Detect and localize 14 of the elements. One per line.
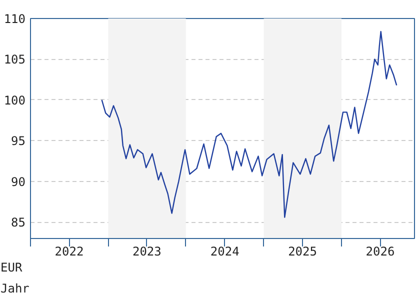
y-tick-label: 105 [4, 52, 26, 67]
x-tick-label: 2026 [366, 244, 395, 258]
y-tick-label: 90 [11, 174, 26, 189]
x-tick-label: 2023 [132, 244, 162, 258]
line-series [101, 30, 398, 218]
y-tick-label: 110 [4, 12, 26, 26]
y-tick-label: 95 [11, 134, 26, 148]
x-tick-label: 2025 [288, 244, 317, 258]
y-tick-label: 100 [4, 93, 26, 108]
x-tick-label: 2022 [54, 244, 84, 258]
x-tick-label: 2024 [210, 244, 240, 258]
y-axis-title: EUR [0, 260, 23, 274]
y-tick-label: 85 [11, 216, 26, 230]
x-axis-title: Jahr [0, 282, 30, 296]
